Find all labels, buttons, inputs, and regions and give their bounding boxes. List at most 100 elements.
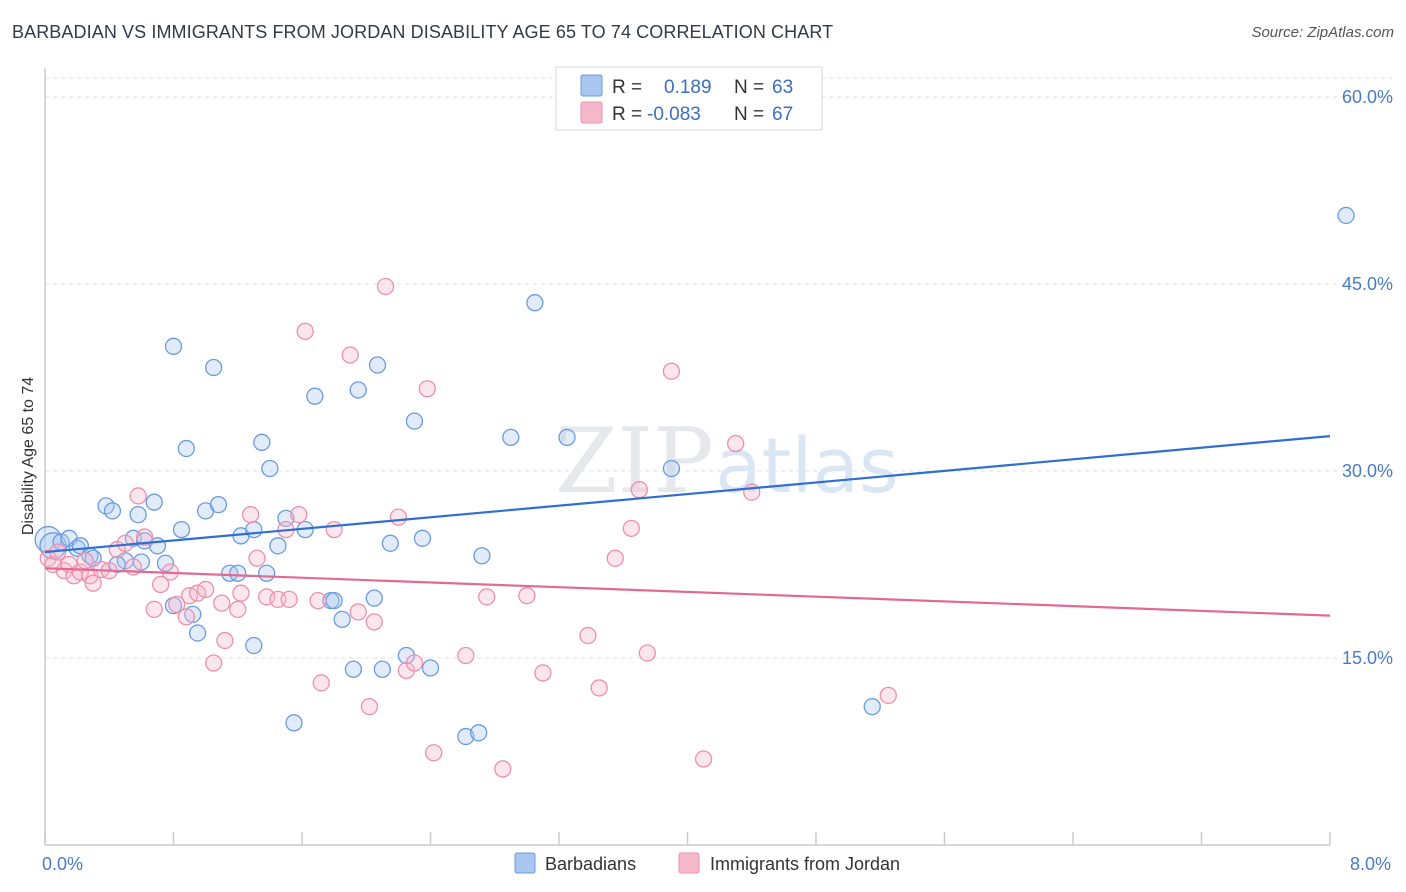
scatter-point	[662, 362, 681, 380]
scatter-point	[84, 574, 102, 592]
scatter-point	[232, 584, 250, 602]
trend-line	[44, 434, 1331, 554]
scatter-point	[135, 532, 154, 550]
scatter-point	[71, 563, 89, 581]
series-immigrants-from-jordan	[39, 277, 897, 778]
x-tick-label-max: 8.0%	[1350, 854, 1391, 874]
scatter-point	[502, 428, 520, 446]
scatter-point	[413, 529, 432, 547]
bottom-legend-label-barbadians: Barbadians	[545, 854, 636, 874]
legend-swatch-jordan	[580, 101, 603, 124]
scatter-point	[879, 686, 897, 705]
scatter-point	[349, 603, 367, 621]
x-ticks	[44, 832, 1331, 845]
y-tick-label: 60.0%	[1342, 87, 1393, 107]
watermark: ZIP atlas	[555, 409, 899, 514]
scatter-point	[177, 608, 196, 626]
scatter-point	[129, 487, 147, 505]
scatter-point	[312, 674, 330, 692]
scatter-point	[177, 439, 196, 458]
scatter-point	[494, 760, 512, 778]
scatter-point	[473, 547, 491, 565]
scatter-point	[172, 520, 191, 539]
scatter-point	[518, 587, 536, 605]
scatter-point	[261, 459, 279, 478]
legend-r-label: R =	[612, 104, 642, 125]
scatter-point	[248, 549, 266, 567]
scatter-point	[381, 534, 399, 552]
scatter-point	[151, 575, 170, 594]
scatter-point	[309, 592, 327, 610]
scatter-point	[425, 744, 443, 762]
scatter-point	[253, 433, 271, 451]
scatter-point	[373, 660, 391, 678]
legend-r-value: -0.083	[647, 104, 701, 125]
scatter-point	[188, 624, 207, 642]
scatter-point	[325, 592, 343, 610]
scatter-point	[863, 697, 881, 716]
scatter-point	[241, 505, 260, 524]
trend-line	[44, 567, 1331, 617]
scatter-point	[76, 552, 94, 570]
scatter-point	[205, 358, 223, 377]
legend-n-label: N =	[734, 104, 764, 125]
scatter-point	[662, 459, 681, 478]
scatter-point	[103, 502, 122, 520]
scatter-point	[325, 520, 343, 539]
scatter-point	[280, 590, 298, 609]
legend-swatch-barbadians	[580, 74, 603, 97]
series-barbadians	[34, 206, 1355, 746]
watermark-atlas: atlas	[715, 421, 899, 510]
scatter-point	[209, 496, 228, 514]
scatter-point	[341, 346, 359, 364]
scatter-point	[145, 600, 163, 619]
scatter-point	[526, 294, 544, 312]
scatter-point	[743, 483, 761, 501]
scatter-point	[694, 750, 713, 768]
legend-n-value: 63	[772, 77, 793, 98]
trend-lines	[44, 434, 1331, 617]
scatter-point	[229, 600, 247, 619]
scatter-point	[269, 537, 287, 555]
legend-r-label: R =	[612, 77, 642, 98]
scatter-point	[534, 664, 552, 682]
legend-n-value: 67	[772, 104, 793, 125]
scatter-point	[405, 654, 424, 672]
y-tick-label: 30.0%	[1342, 461, 1393, 481]
scatter-point	[579, 626, 597, 645]
scatter-point	[196, 580, 215, 599]
scatter-point	[457, 646, 475, 665]
chart-title: BARBADIAN VS IMMIGRANTS FROM JORDAN DISA…	[12, 22, 834, 42]
scatter-point	[418, 380, 436, 398]
bottom-legend: Barbadians Immigrants from Jordan	[514, 852, 900, 874]
scatter-point	[290, 505, 308, 524]
scatter-point	[405, 412, 424, 430]
scatter-point	[168, 595, 186, 614]
scatter-point	[630, 481, 648, 499]
scatter-point	[213, 594, 231, 612]
y-tick-label: 45.0%	[1342, 274, 1393, 294]
scatter-point	[558, 428, 576, 446]
legend-n-label: N =	[734, 77, 764, 98]
y-tick-label: 15.0%	[1342, 648, 1393, 668]
scatter-point	[188, 584, 207, 602]
scatter-point	[306, 387, 324, 405]
scatter-point	[296, 322, 314, 341]
scatter-point	[368, 356, 387, 374]
scatter-point	[135, 528, 154, 546]
legend-box: R = 0.189 N = 63 R = -0.083 N = 67	[555, 66, 823, 131]
gridlines	[45, 77, 1392, 659]
scatter-point	[365, 613, 383, 631]
scatter-point	[344, 660, 363, 678]
scatter-point	[622, 519, 640, 537]
bottom-legend-label-jordan: Immigrants from Jordan	[710, 854, 900, 874]
scatter-point	[216, 631, 234, 650]
scatter-point	[389, 508, 408, 526]
scatter-point	[376, 277, 395, 296]
scatter-point	[156, 554, 175, 572]
scatter-point	[470, 724, 488, 742]
scatter-point	[333, 610, 351, 629]
bottom-legend-swatch-jordan	[678, 852, 700, 874]
bottom-legend-swatch-barbadians	[514, 852, 536, 874]
scatter-point	[727, 434, 745, 453]
